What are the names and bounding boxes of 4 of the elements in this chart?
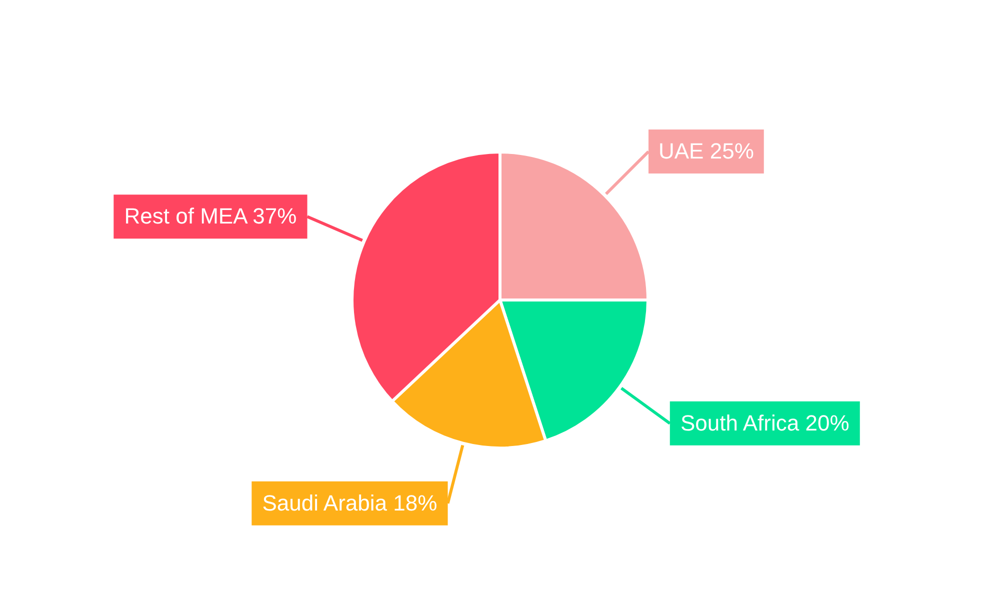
slice-label: UAE 25% xyxy=(658,138,754,164)
slice-label: South Africa 20% xyxy=(680,410,850,436)
slice-label: Rest of MEA 37% xyxy=(124,204,297,229)
slice-label: Saudi Arabia 18% xyxy=(262,490,438,516)
